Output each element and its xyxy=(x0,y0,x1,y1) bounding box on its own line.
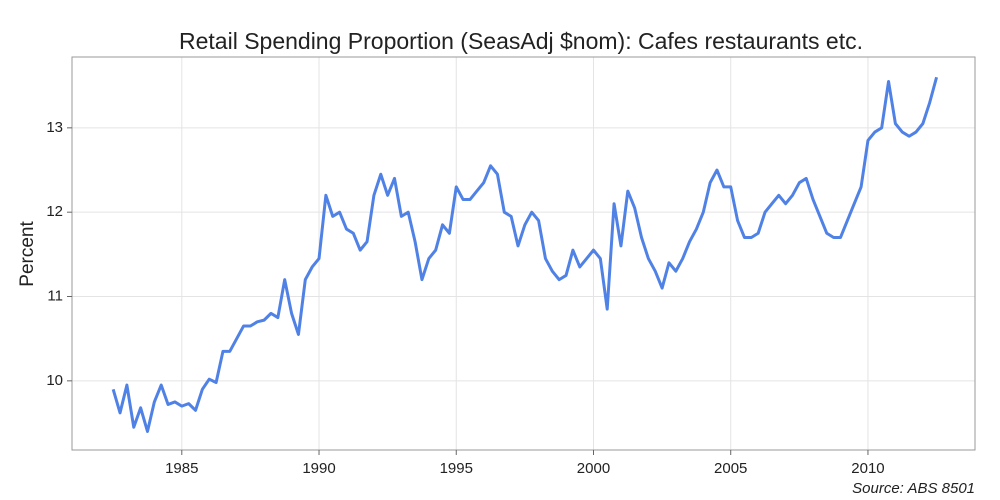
x-tick-label: 2000 xyxy=(577,460,610,477)
x-tick-label: 1985 xyxy=(165,460,198,477)
grid xyxy=(72,57,975,450)
x-tick-label: 1995 xyxy=(440,460,473,477)
caption: Source: ABS 8501 xyxy=(852,480,975,497)
y-tick-label: 13 xyxy=(46,119,63,136)
data-line xyxy=(111,76,939,433)
chart-title: Retail Spending Proportion (SeasAdj $nom… xyxy=(179,28,863,54)
y-axis-label: Percent xyxy=(17,221,38,287)
y-tick-label: 10 xyxy=(46,372,63,389)
x-tick-label: 2010 xyxy=(851,460,884,477)
x-tick-label: 2005 xyxy=(714,460,747,477)
plot-frame xyxy=(71,56,976,451)
y-tick-label: 12 xyxy=(46,203,63,220)
plot xyxy=(111,76,939,433)
x-tick-label: 1990 xyxy=(302,460,335,477)
y-tick-label: 11 xyxy=(47,287,63,304)
